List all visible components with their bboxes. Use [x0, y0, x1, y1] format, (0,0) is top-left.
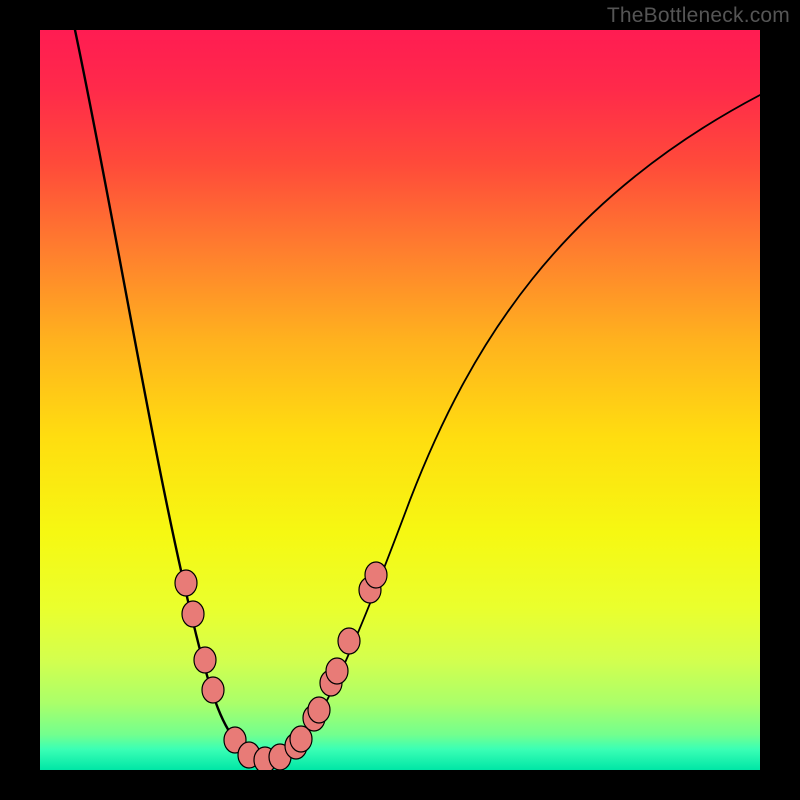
chart-frame: TheBottleneck.com — [0, 0, 800, 800]
marker-right-10 — [365, 562, 387, 588]
marker-left-1 — [182, 601, 204, 627]
marker-right-5 — [308, 697, 330, 723]
marker-right-7 — [326, 658, 348, 684]
marker-left-3 — [202, 677, 224, 703]
marker-right-8 — [338, 628, 360, 654]
marker-left-0 — [175, 570, 197, 596]
plot-background — [40, 30, 760, 770]
bottleneck-chart — [0, 0, 800, 800]
marker-left-2 — [194, 647, 216, 673]
